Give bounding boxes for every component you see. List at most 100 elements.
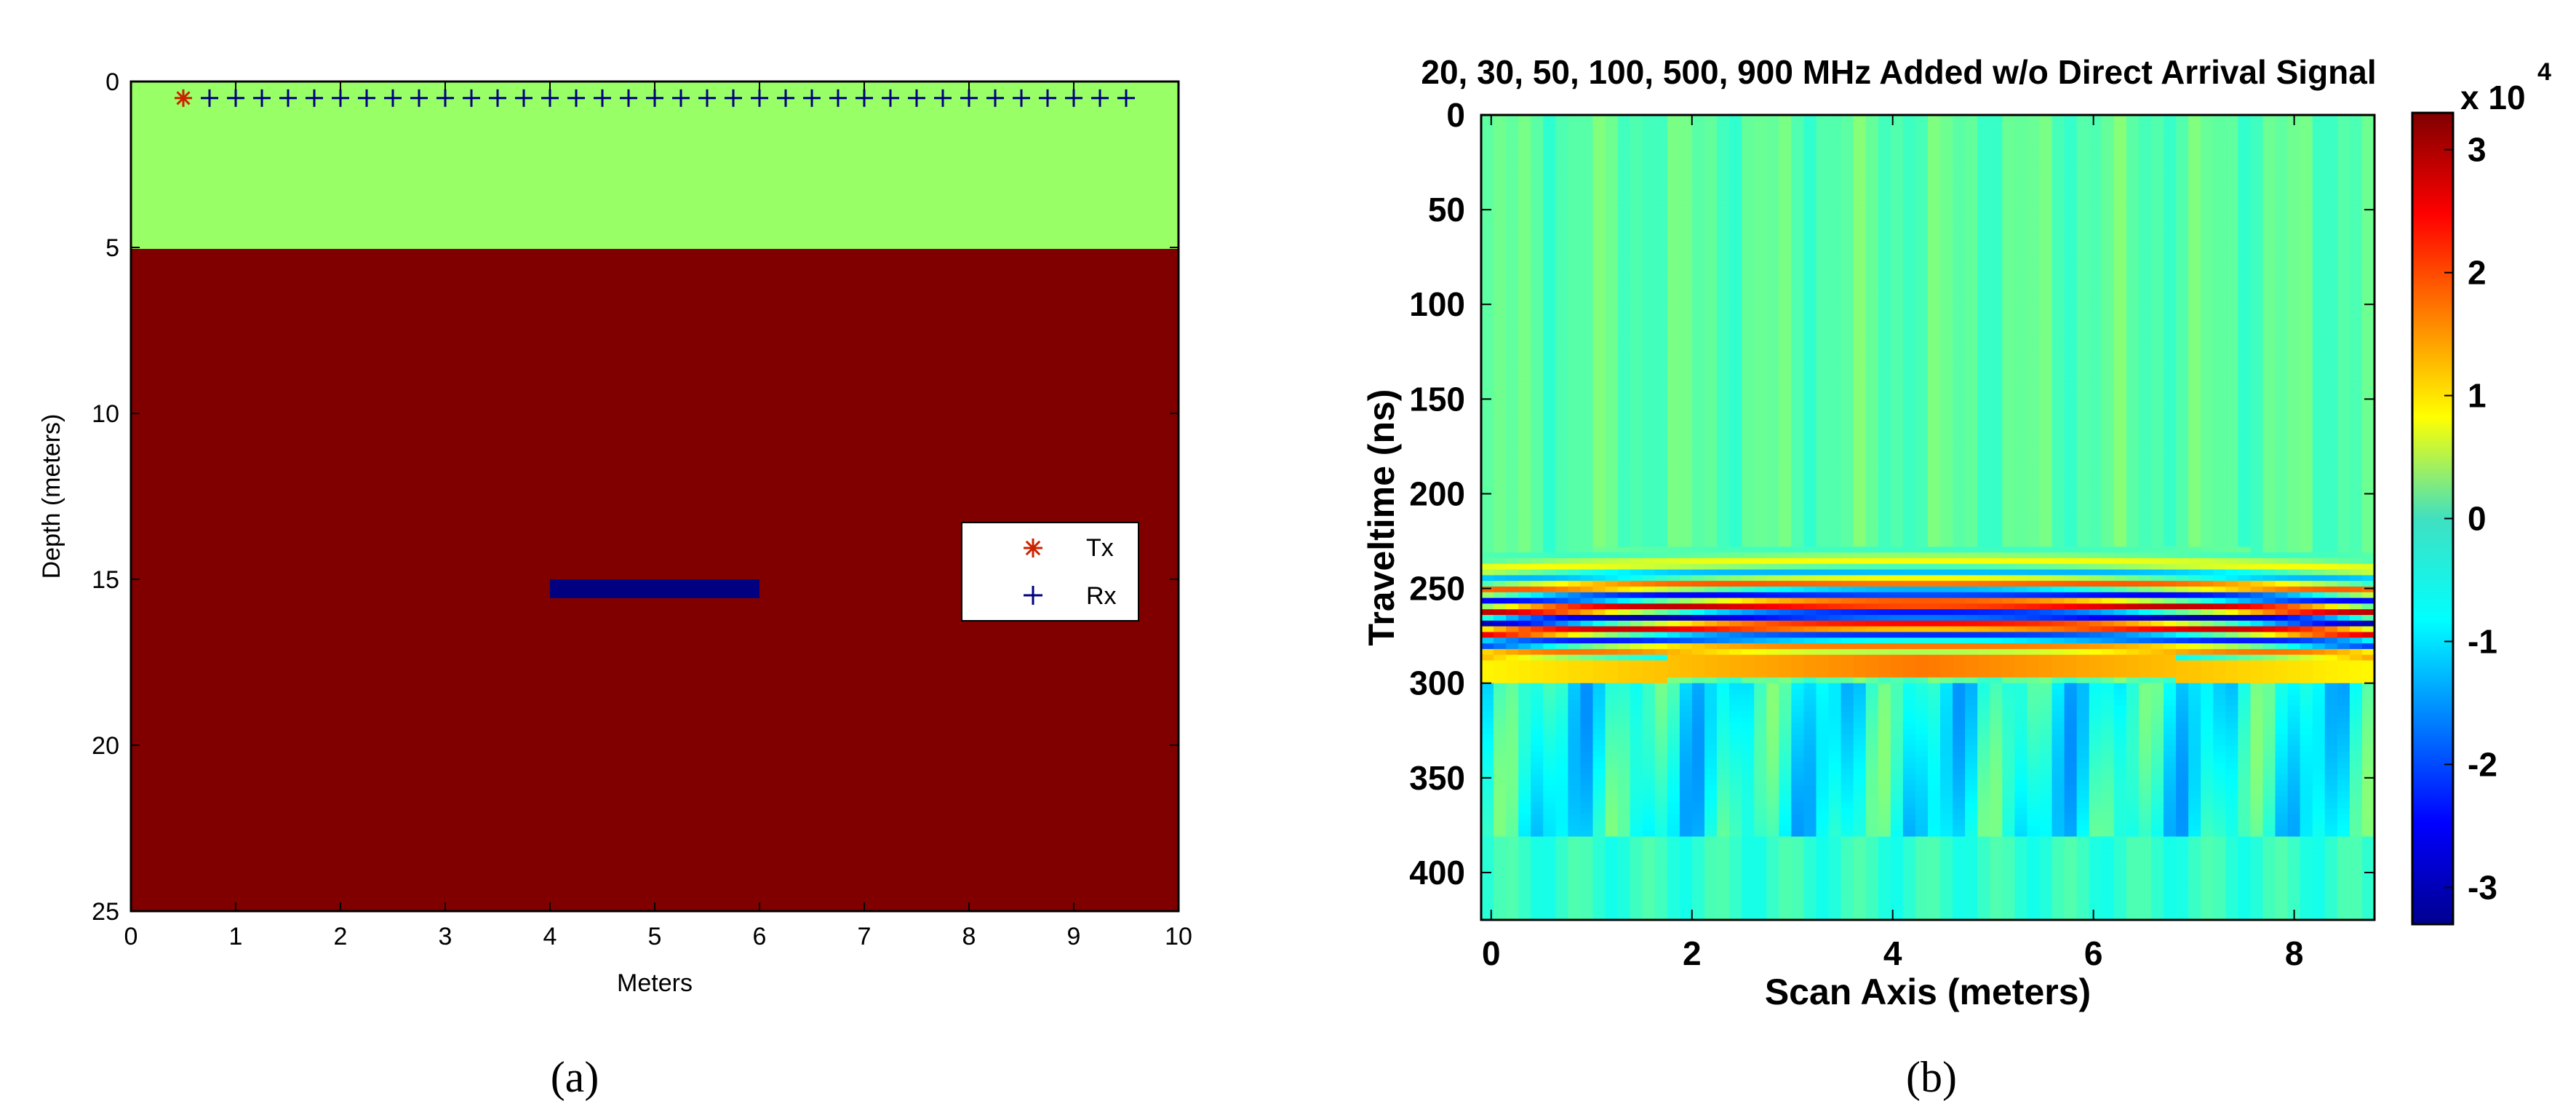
heatmap-cell [1605,603,1619,610]
heatmap-cell [1816,183,1830,190]
heatmap-cell [1580,223,1594,229]
heatmap-cell [1779,148,1792,156]
heatmap-cell [1791,296,1805,303]
heatmap-cell [1679,223,1693,229]
heatmap-cell [1878,211,1891,218]
heatmap-cell [1568,205,1582,213]
heatmap-cell [1704,234,1718,241]
rx-marker [646,89,663,107]
heatmap-cell [1642,416,1656,423]
heatmap-cell [1580,205,1594,213]
heatmap-cell [1630,427,1643,434]
heatmap-cell [1754,217,1767,223]
heatmap-cell [1555,365,1568,371]
heatmap-cell [1679,881,1693,889]
heatmap-cell [1791,694,1805,701]
heatmap-cell [1766,194,1779,201]
heatmap-cell [1630,638,1643,644]
heatmap-cell [1518,166,1531,172]
heatmap-cell [1717,308,1730,314]
heatmap-cell [1791,507,1805,514]
heatmap-cell [1592,172,1606,178]
heatmap-cell [1679,887,1693,894]
heatmap-cell [1890,654,1904,662]
heatmap-cell [1729,535,1742,542]
heatmap-cell [1630,529,1643,536]
heatmap-cell [1481,768,1494,775]
heatmap-cell [1543,774,1556,781]
heatmap-cell [1865,291,1879,298]
heatmap-cell [1878,557,1891,565]
heatmap-cell [1580,166,1594,172]
heatmap-cell [1506,160,1519,167]
heatmap-cell [1555,376,1568,383]
heatmap-cell [1791,711,1805,718]
heatmap-cell [1865,739,1879,747]
heatmap-cell [1481,887,1494,894]
heatmap-cell [1506,876,1519,883]
heatmap-cell [1816,870,1830,877]
heatmap-cell [1890,597,1904,605]
heatmap-cell [1865,529,1879,536]
heatmap-cell [1531,711,1544,718]
heatmap-cell [1481,700,1494,707]
heatmap-cell [1717,609,1730,616]
heatmap-cell [1890,308,1904,314]
heatmap-cell [1642,325,1656,332]
heatmap-cell [1865,717,1879,723]
heatmap-cell [1841,291,1854,298]
heatmap-cell [1617,314,1631,320]
heatmap-cell [1506,381,1519,389]
heatmap-cell [1779,575,1792,581]
heatmap-cell [1828,563,1842,571]
heatmap-cell [1481,575,1494,581]
heatmap-cell [1729,597,1742,605]
heatmap-cell [1580,620,1594,627]
heatmap-cell [1878,239,1891,247]
heatmap-cell [1605,586,1619,593]
heatmap-cell [1742,672,1755,678]
heatmap-cell [1568,791,1582,798]
heatmap-cell [1691,251,1705,258]
heatmap-cell [1531,557,1544,565]
heatmap-cell [1531,138,1544,144]
heatmap-cell [1642,381,1656,389]
heatmap-cell [1580,496,1594,502]
heatmap-cell [1518,524,1531,531]
heatmap-cell [1605,433,1619,440]
heatmap-cell [1890,427,1904,434]
heatmap-cell [1766,819,1779,826]
heatmap-cell [1679,524,1693,531]
heatmap-cell [1580,524,1594,531]
heatmap-cell [1605,274,1619,281]
heatmap-cell [1481,330,1494,338]
heatmap-cell [1853,314,1867,320]
heatmap-cell [1667,705,1680,712]
heatmap-cell [1494,518,1507,525]
heatmap-cell [1779,757,1792,763]
heatmap-cell [1617,512,1631,519]
heatmap-cell [1592,501,1606,508]
heatmap-cell [1568,472,1582,480]
heatmap-cell [1592,376,1606,383]
heatmap-cell [1779,325,1792,332]
heatmap-cell [1642,177,1656,184]
heatmap-cell [1543,581,1556,587]
heatmap-cell [1717,887,1730,894]
heatmap-cell [1642,808,1656,814]
heatmap-cell [1729,433,1742,440]
heatmap-cell [1742,126,1755,133]
heatmap-cell [1729,257,1742,263]
heatmap-cell [1481,200,1494,207]
heatmap-cell [1853,234,1867,241]
heatmap-cell [1841,739,1854,747]
heatmap-cell [1779,478,1792,485]
heatmap-cell [1555,734,1568,741]
heatmap-cell [1691,365,1705,371]
heatmap-cell [1481,126,1494,133]
heatmap-cell [1691,603,1705,610]
heatmap-cell [1555,648,1568,656]
heatmap-cell [1791,842,1805,849]
heatmap-cell [1729,620,1742,627]
heatmap-cell [1518,768,1531,775]
